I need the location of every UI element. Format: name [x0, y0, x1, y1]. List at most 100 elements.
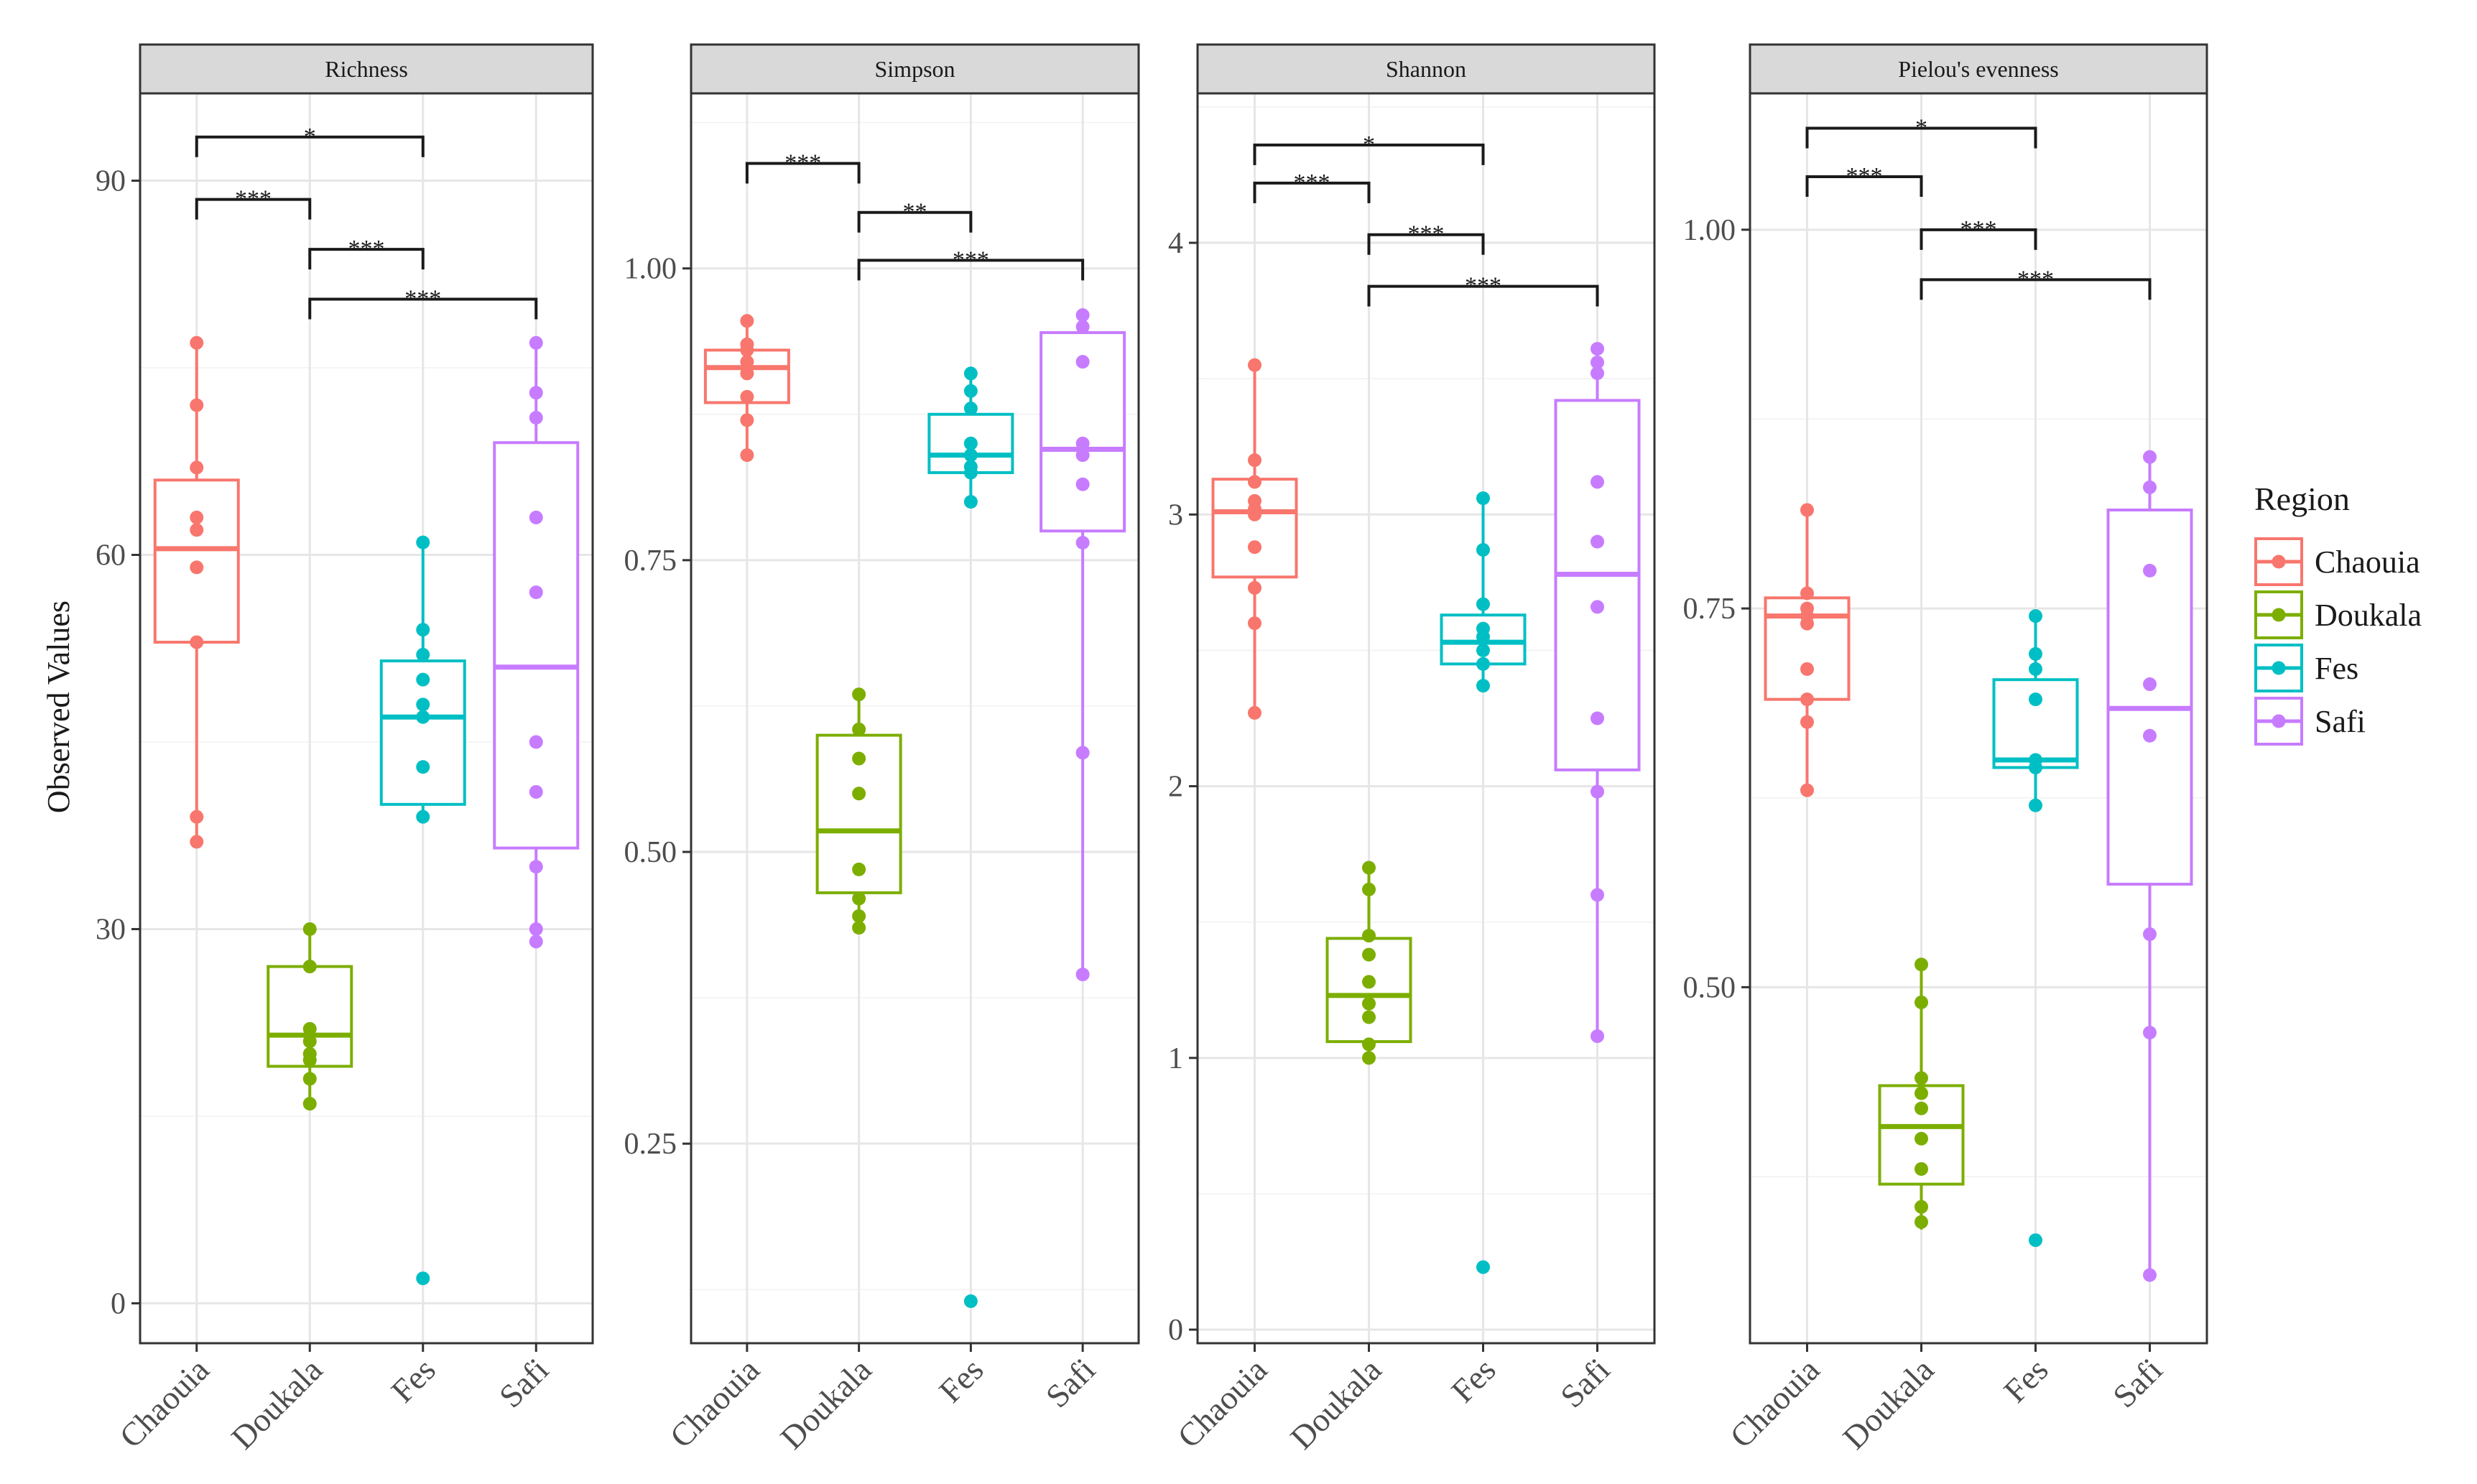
data-point	[1591, 711, 1604, 725]
significance-label: ***	[784, 149, 821, 176]
significance-label: ***	[1960, 216, 1997, 243]
significance-bracket: ***	[1367, 221, 1485, 255]
data-point	[1248, 475, 1261, 489]
group-fes	[1440, 491, 1527, 1274]
group-doukala	[1878, 957, 1965, 1230]
x-tick-label: Doukala	[1835, 1351, 1940, 1456]
bracket-line	[308, 248, 425, 270]
y-tick-label: 0.75	[1683, 593, 1736, 626]
legend-item-doukala: Doukala	[2254, 590, 2422, 639]
data-point	[1075, 746, 1090, 760]
data-point	[190, 335, 204, 350]
legend-item-chaouia: Chaouia	[2254, 537, 2420, 586]
significance-bracket: ***	[308, 236, 425, 270]
group-doukala	[1325, 861, 1412, 1065]
x-tick-label: Doukala	[773, 1351, 878, 1456]
facet-title: Shannon	[1386, 56, 1466, 82]
legend-item-fes: Fes	[2254, 644, 2358, 692]
data-point	[1915, 1101, 1928, 1116]
data-point	[1591, 475, 1604, 489]
data-point	[852, 891, 866, 906]
data-point	[2143, 1026, 2157, 1040]
data-point	[1800, 662, 1814, 676]
significance-label: **	[903, 199, 927, 226]
data-point	[1915, 1131, 1928, 1146]
data-point	[2029, 662, 2042, 676]
data-point	[529, 922, 543, 936]
data-point	[416, 623, 430, 637]
data-point	[2029, 646, 2042, 661]
bracket-line	[195, 135, 425, 157]
data-point	[190, 398, 204, 412]
data-point	[529, 335, 543, 350]
significance-bracket: ***	[308, 286, 538, 320]
group-doukala	[267, 922, 353, 1111]
significance-bracket: ***	[1367, 273, 1599, 307]
data-point	[740, 448, 754, 463]
significance-label: ***	[1294, 170, 1330, 196]
data-point	[2143, 677, 2157, 692]
data-point	[190, 810, 204, 824]
x-tick-label: Chaouia	[1170, 1351, 1274, 1455]
x-tick-label: Chaouia	[1723, 1351, 1826, 1455]
data-point	[1915, 995, 1928, 1009]
data-point	[529, 784, 543, 799]
bracket-line	[1367, 284, 1599, 307]
group-chaouia	[153, 335, 240, 849]
data-point	[2143, 450, 2157, 464]
y-tick-label: 1	[1168, 1042, 1183, 1075]
significance-bracket: ***	[1920, 266, 2152, 300]
data-point	[963, 402, 978, 416]
data-point	[1915, 1161, 1928, 1176]
significance-label: ***	[2017, 266, 2054, 292]
data-point	[1476, 1260, 1490, 1274]
data-point	[2029, 1233, 2042, 1248]
data-point	[416, 697, 430, 712]
bracket-line	[1920, 278, 2152, 300]
data-point	[1591, 534, 1604, 549]
facet-strip	[1749, 43, 2208, 95]
significance-bracket: ***	[1253, 170, 1371, 203]
data-point	[2143, 480, 2157, 494]
data-point	[1248, 616, 1261, 631]
legend-label: Doukala	[2315, 598, 2422, 633]
facet-strip	[1196, 43, 1656, 95]
data-point	[416, 535, 430, 549]
data-point	[963, 465, 978, 480]
data-point	[1800, 503, 1814, 517]
significance-label: *	[304, 124, 316, 150]
box-iqr	[1211, 478, 1298, 579]
data-point	[2029, 761, 2042, 775]
data-point	[190, 510, 204, 524]
legend-label: Chaouia	[2315, 544, 2420, 580]
group-chaouia	[1211, 358, 1298, 720]
bracket-line	[195, 198, 312, 220]
legend-label: Safi	[2315, 704, 2366, 739]
significance-bracket: **	[857, 199, 973, 233]
y-tick-label: 3	[1168, 498, 1183, 532]
data-point	[1476, 643, 1490, 657]
data-point	[852, 909, 866, 923]
box-iqr	[1554, 399, 1641, 771]
data-point	[1362, 929, 1376, 943]
x-tick-label: Fes	[932, 1351, 990, 1409]
y-tick-label: 4	[1168, 227, 1183, 260]
y-axis-label: Observed Values	[41, 600, 76, 813]
y-tick-label: 90	[96, 165, 126, 198]
data-point	[1800, 616, 1814, 631]
data-point	[1591, 600, 1604, 614]
data-point	[1591, 784, 1604, 799]
data-point	[1476, 491, 1490, 506]
x-tick-label: Safi	[1553, 1351, 1616, 1414]
data-point	[2143, 728, 2157, 743]
data-point	[416, 672, 430, 687]
data-point	[740, 355, 754, 369]
data-point	[1075, 320, 1090, 334]
group-safi	[1554, 342, 1641, 1044]
data-point	[1591, 342, 1604, 356]
panel-pielou-s-evenness: 0.500.751.00**********Pielou's evennessC…	[1683, 43, 2208, 1456]
data-point	[416, 810, 430, 824]
